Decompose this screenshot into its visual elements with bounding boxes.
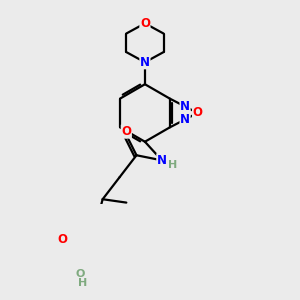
Text: H: H [78, 278, 87, 288]
Text: N: N [157, 154, 167, 167]
Text: N: N [140, 56, 150, 69]
Text: O: O [76, 268, 86, 279]
Text: O: O [193, 106, 202, 119]
Text: N: N [180, 100, 190, 113]
Text: O: O [57, 233, 67, 246]
Text: O: O [121, 125, 131, 138]
Text: H: H [168, 160, 177, 170]
Text: N: N [180, 113, 190, 126]
Text: O: O [140, 17, 150, 30]
